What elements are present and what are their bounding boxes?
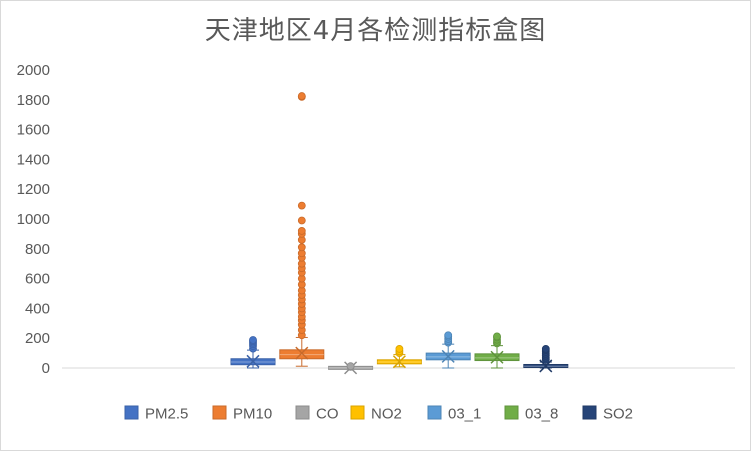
mean-marker bbox=[246, 354, 260, 368]
legend-swatch bbox=[350, 405, 365, 420]
outlier-point bbox=[541, 345, 550, 353]
outlier-point bbox=[395, 345, 404, 353]
legend-swatch bbox=[124, 405, 139, 420]
outlier-point bbox=[297, 216, 306, 225]
legend-swatch bbox=[427, 405, 442, 420]
box-series-pm10 bbox=[279, 92, 325, 367]
legend-item: CO bbox=[295, 405, 339, 423]
legend-label: 03_8 bbox=[525, 406, 558, 423]
box-series-no2 bbox=[376, 345, 422, 369]
mean-marker bbox=[539, 359, 553, 373]
legend-item: SO2 bbox=[582, 405, 633, 423]
legend-item: 03_8 bbox=[504, 405, 558, 423]
outlier-point bbox=[297, 92, 306, 100]
y-tick-label: 400 bbox=[25, 300, 50, 317]
legend-label: 03_1 bbox=[448, 406, 481, 423]
box-series-03-1 bbox=[425, 331, 471, 369]
legend-swatch bbox=[582, 405, 597, 420]
outlier-point bbox=[493, 332, 501, 341]
outlier-point bbox=[297, 201, 306, 210]
y-tick-label: 1600 bbox=[17, 122, 50, 139]
legend-item: PM10 bbox=[212, 405, 272, 423]
legend-item: PM2.5 bbox=[124, 405, 188, 423]
y-tick-label: 1800 bbox=[17, 92, 50, 109]
box-series-co bbox=[328, 361, 374, 375]
legend-label: SO2 bbox=[603, 406, 633, 423]
outlier-point bbox=[297, 227, 306, 235]
outlier-point bbox=[444, 331, 453, 340]
legend-swatch bbox=[295, 405, 310, 420]
chart-title: 天津地区4月各检测指标盒图 bbox=[204, 16, 547, 46]
box-series-pm2-5 bbox=[230, 336, 276, 369]
outlier-point bbox=[249, 336, 257, 344]
legend-label: PM2.5 bbox=[145, 406, 188, 423]
y-tick-label: 1400 bbox=[17, 151, 50, 168]
y-tick-label: 200 bbox=[25, 330, 50, 347]
y-tick-label: 600 bbox=[25, 271, 50, 288]
legend-label: CO bbox=[316, 406, 339, 423]
legend-label: NO2 bbox=[371, 406, 402, 423]
legend-swatch bbox=[504, 405, 519, 420]
legend-item: NO2 bbox=[350, 405, 402, 423]
y-tick-label: 0 bbox=[42, 360, 50, 377]
legend-item: 03_1 bbox=[427, 405, 481, 423]
y-tick-label: 1200 bbox=[17, 181, 50, 198]
mean-marker bbox=[441, 349, 455, 363]
legend-label: PM10 bbox=[233, 406, 272, 423]
legend-swatch bbox=[212, 405, 227, 420]
mean-marker bbox=[295, 346, 309, 360]
outlier-point bbox=[297, 243, 306, 252]
y-tick-label: 800 bbox=[25, 241, 50, 258]
box-series-so2 bbox=[523, 345, 569, 373]
mean-marker bbox=[490, 350, 504, 364]
y-tick-label: 1000 bbox=[17, 211, 50, 228]
mean-marker bbox=[392, 355, 406, 369]
box-series-03-8 bbox=[474, 332, 520, 369]
y-tick-label: 2000 bbox=[17, 62, 50, 79]
outlier-point bbox=[346, 362, 355, 371]
